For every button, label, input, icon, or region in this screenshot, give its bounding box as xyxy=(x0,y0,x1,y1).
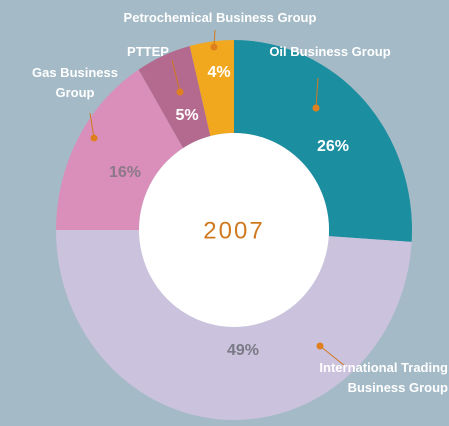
value-label: 16% xyxy=(109,164,141,181)
center-label: 2007 xyxy=(203,217,264,244)
leader-dot xyxy=(176,88,184,96)
leader-line xyxy=(315,77,319,109)
value-label: 4% xyxy=(207,64,230,81)
leader-dot xyxy=(210,43,218,51)
leader-dot xyxy=(312,104,320,112)
category-label: Gas Business Group xyxy=(32,65,118,100)
slice xyxy=(56,69,184,230)
leader-line xyxy=(89,112,95,139)
value-label: 49% xyxy=(227,342,259,359)
value-label: 26% xyxy=(317,138,349,155)
leader-line xyxy=(319,345,346,367)
category-label: Petrochemical Business Group xyxy=(123,10,317,25)
slice xyxy=(138,45,211,149)
leader-dot xyxy=(90,134,98,142)
slice xyxy=(234,40,412,242)
slice xyxy=(56,230,412,420)
hole xyxy=(139,133,329,327)
category-label: International Trading Business Group xyxy=(319,360,448,395)
slice xyxy=(189,40,234,137)
leader-line xyxy=(171,59,181,93)
category-label: PTTEP xyxy=(127,44,169,59)
value-label: 5% xyxy=(175,107,198,124)
category-label: Oil Business Group xyxy=(269,44,391,59)
leader-dot xyxy=(316,342,324,350)
